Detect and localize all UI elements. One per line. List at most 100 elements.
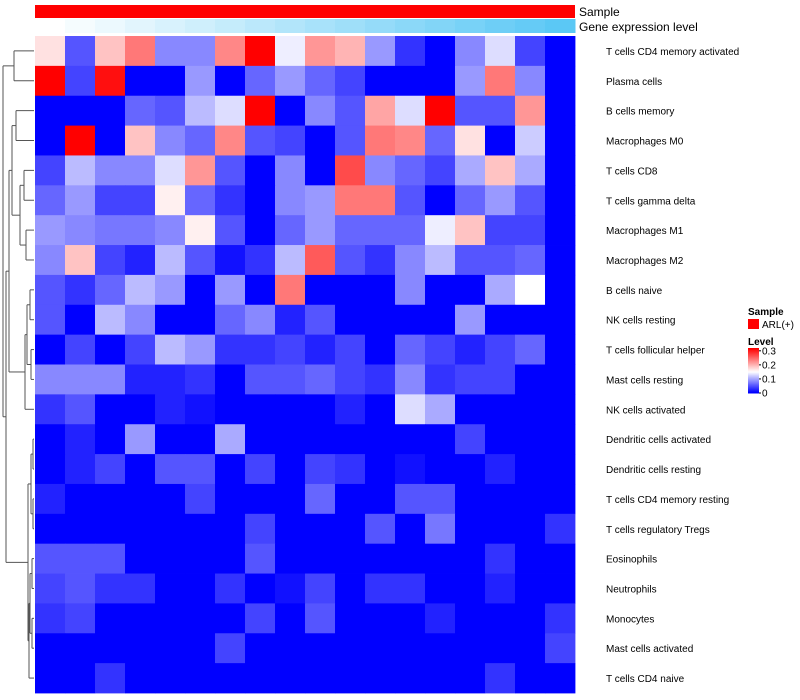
legend-sample-swatch (748, 319, 759, 329)
heatmap-cell (155, 125, 186, 156)
heatmap-cell (425, 185, 456, 216)
heatmap-cell (155, 155, 186, 186)
heatmap-cell (425, 483, 456, 515)
legend-level-title: Level (748, 337, 774, 348)
heatmap-cell (425, 603, 456, 634)
heatmap-cell (455, 573, 486, 604)
heatmap-cell (395, 125, 426, 156)
heatmap-cell (245, 364, 276, 395)
heatmap-cell (545, 663, 576, 694)
heatmap-cell (335, 125, 366, 156)
gene-expression-track-label: Gene expression level (579, 20, 698, 34)
legend-gradient-step (748, 377, 759, 379)
heatmap-cell (245, 483, 276, 515)
heatmap-cell (365, 364, 396, 395)
heatmap-cell (245, 633, 276, 664)
heatmap-cell (215, 36, 246, 67)
heatmap-cell (185, 543, 216, 574)
heatmap-cell (185, 334, 216, 365)
legend-gradient-step (748, 378, 759, 380)
heatmap-cell (245, 543, 276, 574)
heatmap-cell (95, 185, 126, 216)
gene-expression-annotation-cell (455, 19, 486, 33)
heatmap-cell (245, 65, 276, 97)
heatmap-cell (215, 95, 246, 126)
heatmap-cell (35, 513, 66, 545)
legend-gradient-step (748, 364, 759, 367)
heatmap-cell (95, 274, 126, 306)
heatmap-cell (545, 155, 576, 186)
heatmap-cell (215, 454, 246, 485)
heatmap-cell (215, 185, 246, 216)
heatmap-cell (125, 633, 156, 664)
heatmap-cell (125, 95, 156, 126)
heatmap-cell (35, 543, 66, 574)
heatmap-cell (275, 185, 306, 216)
heatmap-cell (215, 483, 246, 515)
heatmap-cell (305, 663, 336, 694)
heatmap-cell (395, 663, 426, 694)
heatmap-cell (455, 364, 486, 395)
heatmap-cell (545, 603, 576, 634)
gene-expression-annotation-cell (365, 19, 396, 33)
heatmap-cell (515, 245, 546, 276)
gene-expression-annotation-cell (35, 19, 66, 33)
heatmap-cell (305, 36, 336, 67)
heatmap-cell (185, 155, 216, 186)
heatmap-cell (425, 95, 456, 126)
heatmap-cell (395, 155, 426, 186)
heatmap-cell (125, 36, 156, 67)
legend-gradient-step (748, 379, 759, 382)
heatmap-cell (545, 304, 576, 336)
heatmap-cell (425, 454, 456, 485)
heatmap-cell (425, 334, 456, 365)
heatmap-cell (95, 633, 126, 664)
heatmap-cell (125, 65, 156, 97)
heatmap-cell (275, 304, 306, 336)
heatmap-cell (65, 573, 96, 604)
heatmap-cell (185, 513, 216, 545)
legend-gradient-step (748, 353, 759, 356)
heatmap-cell (335, 95, 366, 126)
heatmap-cell (275, 334, 306, 365)
heatmap-cell (365, 513, 396, 545)
heatmap-cell (65, 424, 96, 455)
legend-gradient-step (748, 352, 759, 355)
heatmap-cell (485, 274, 516, 306)
heatmap-cell (305, 454, 336, 485)
heatmap-cell (155, 513, 186, 545)
heatmap-cell (215, 603, 246, 634)
heatmap-cell (305, 155, 336, 186)
heatmap-cell (395, 245, 426, 276)
heatmap-cell (395, 633, 426, 664)
heatmap-cell (545, 543, 576, 574)
heatmap-cell (305, 573, 336, 604)
heatmap-cell (425, 543, 456, 574)
heatmap-cell (65, 304, 96, 336)
sample-annotation-bar (35, 5, 575, 18)
legend-gradient-step (748, 358, 759, 360)
legend-gradient-step (748, 348, 759, 350)
heatmap-cell (35, 424, 66, 455)
heatmap-cell (425, 424, 456, 455)
heatmap-cell (515, 483, 546, 515)
heatmap-cell (185, 424, 216, 455)
gene-expression-annotation-cell (65, 19, 96, 33)
heatmap-cell (545, 633, 576, 664)
heatmap-cell (125, 274, 156, 306)
heatmap-cell (35, 274, 66, 306)
heatmap-cell (155, 65, 186, 97)
legend-gradient-step (748, 360, 759, 362)
heatmap-cell (215, 543, 246, 574)
legend-gradient-step (748, 371, 759, 374)
heatmap-cell (545, 245, 576, 276)
heatmap-cell (35, 95, 66, 126)
heatmap-cell (155, 304, 186, 336)
heatmap-cell (275, 424, 306, 455)
heatmap-cell (515, 274, 546, 306)
heatmap-cell (545, 274, 576, 306)
heatmap-cell (125, 454, 156, 485)
heatmap-cell (485, 245, 516, 276)
heatmap-cell (305, 215, 336, 246)
legend-tick-label: 0.2 (762, 360, 776, 371)
